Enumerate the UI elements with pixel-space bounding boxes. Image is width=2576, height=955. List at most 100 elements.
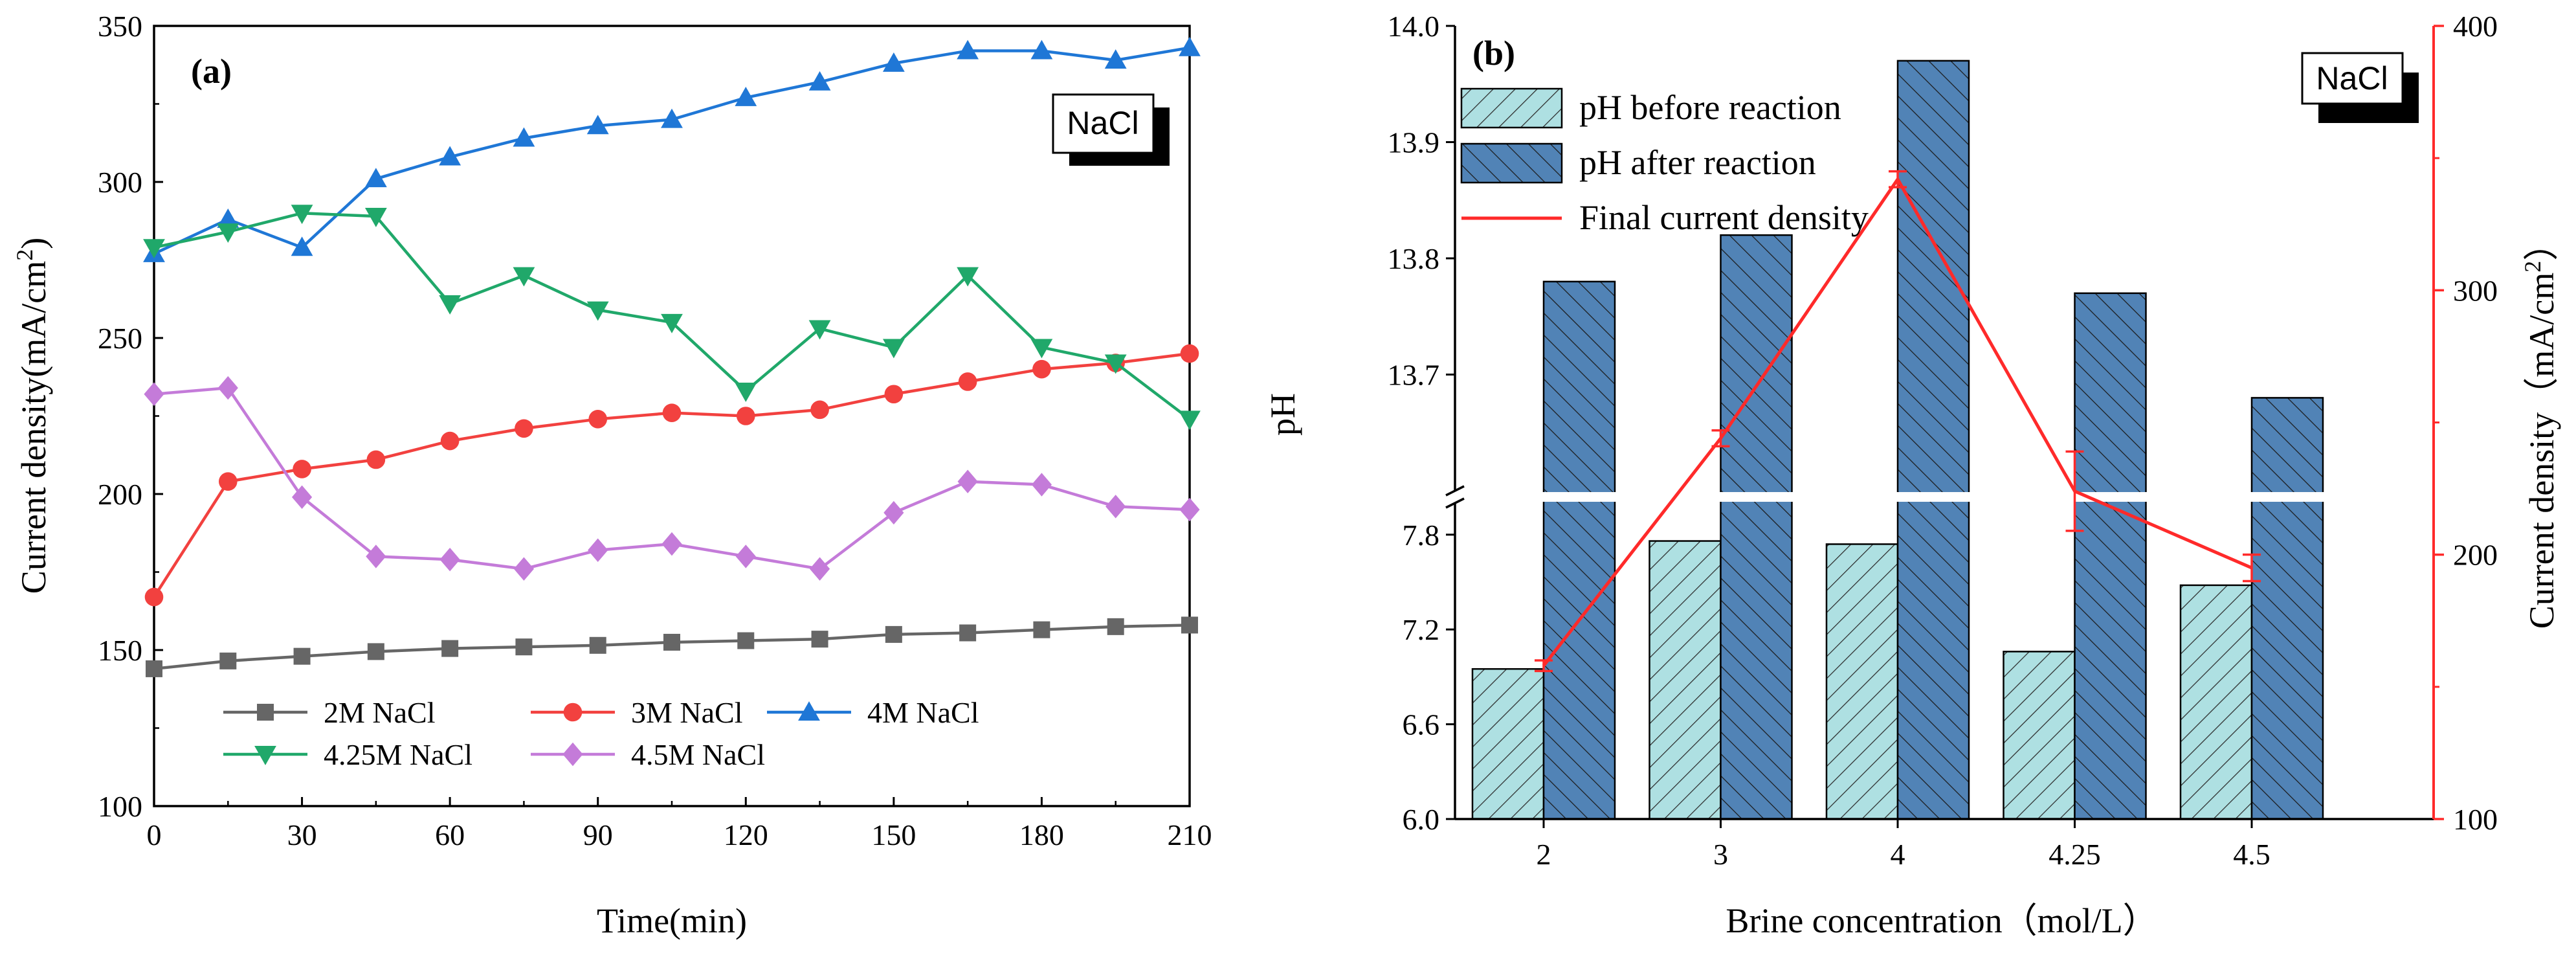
data-point-3m-nacl — [366, 450, 386, 469]
data-point-3m-nacl — [958, 372, 977, 391]
x-tick-label: 180 — [1019, 818, 1064, 851]
y-tick-label: 100 — [98, 790, 142, 823]
data-point-4-25m-nacl — [513, 267, 535, 287]
panel-a-tag: NaCl — [1052, 93, 1170, 166]
data-point-2m-nacl — [589, 636, 606, 654]
data-point-2m-nacl — [293, 647, 311, 665]
bar-ph-after-2 — [1542, 280, 1616, 820]
panel-b-tag: NaCl — [2301, 52, 2419, 123]
bar-ph-before-4.5 — [2179, 584, 2253, 820]
bar-ph-before-2 — [1471, 668, 1545, 820]
data-point-4-5m-nacl — [144, 382, 164, 406]
x-tick-label: 30 — [287, 818, 317, 851]
y-left-tick-label: 7.2 — [1403, 613, 1440, 646]
data-point-3m-nacl — [662, 403, 682, 422]
data-point-4-25m-nacl — [661, 313, 683, 333]
y-right-tick-label: 200 — [2453, 539, 2498, 572]
legend-label-4-5m-nacl: 4.5M NaCl — [631, 738, 765, 771]
data-point-4m-nacl — [291, 236, 313, 256]
legend-marker-2m-nacl — [257, 704, 274, 721]
bar-ph-after-4.25 — [2074, 292, 2147, 820]
y-tick-label: 300 — [98, 166, 142, 199]
x-tick-label: 4.5 — [2233, 838, 2271, 871]
data-point-4m-nacl — [364, 168, 387, 188]
y-left-tick-label: 6.0 — [1403, 803, 1440, 836]
panel-b-label: (b) — [1472, 34, 1515, 73]
panel-b: 2 3 4 4.25 4.5 6.0 6.6 7.2 7.8 13.7 13.8 13.9 14.0 10… — [1263, 10, 2561, 940]
data-point-4-5m-nacl — [661, 532, 682, 556]
data-point-4-5m-nacl — [439, 548, 460, 572]
data-point-3m-nacl — [440, 431, 460, 451]
x-tick-label: 0 — [147, 818, 162, 851]
legend-marker-3m-nacl — [563, 702, 583, 722]
legend-marker-4m-nacl — [798, 701, 820, 721]
panel-a-legend: 2M NaCl 3M NaCl 4M NaCl 4.25M NaCl 4.5M NaCl — [223, 696, 979, 771]
data-point-2m-nacl — [1033, 621, 1050, 638]
series-line-3m-nacl — [153, 352, 1190, 598]
y-left-tick-label: 13.9 — [1388, 126, 1440, 159]
data-point-4m-nacl — [882, 52, 905, 72]
data-point-4m-nacl — [1104, 49, 1127, 69]
bar-ph-after-4 — [1896, 60, 1970, 820]
data-point-4-25m-nacl — [808, 320, 831, 340]
data-point-4m-nacl — [1030, 39, 1053, 60]
data-point-4m-nacl — [513, 127, 535, 147]
data-point-4-25m-nacl — [1179, 410, 1201, 431]
data-point-4-5m-nacl — [291, 485, 313, 510]
x-tick-label: 4.25 — [2049, 838, 2101, 871]
panel-b-x-axis-label: Brine concentration（mol/L） — [1726, 901, 2157, 940]
data-point-3m-nacl — [1180, 344, 1199, 363]
y-tick-label: 150 — [98, 634, 142, 667]
axis-break-gap — [1442, 492, 2408, 502]
series-line-4m-nacl — [153, 46, 1190, 255]
x-tick-label: 150 — [871, 818, 916, 851]
data-point-4-5m-nacl — [1031, 473, 1052, 497]
error-bar — [2243, 553, 2261, 583]
y-left-tick-label: 14.0 — [1388, 10, 1440, 43]
data-point-2m-nacl — [885, 625, 902, 643]
y-left-tick-label: 13.7 — [1388, 359, 1440, 392]
data-point-2m-nacl — [959, 624, 977, 642]
data-point-4m-nacl — [957, 39, 979, 60]
data-point-4-5m-nacl — [957, 469, 978, 493]
data-point-3m-nacl — [884, 385, 904, 404]
data-point-4-5m-nacl — [366, 545, 386, 568]
panel-a-x-axis-label: Time(min) — [597, 901, 747, 940]
x-tick-label: 210 — [1168, 818, 1212, 851]
error-bar — [1711, 429, 1730, 447]
svg-text:NaCl: NaCl — [1067, 105, 1138, 141]
legend-label-ph-after: pH after reaction — [1579, 143, 1816, 182]
data-point-4m-nacl — [439, 146, 461, 166]
data-point-4-25m-nacl — [735, 382, 757, 402]
data-point-3m-nacl — [218, 472, 238, 491]
data-point-2m-nacl — [811, 631, 828, 648]
legend-swatch-ph-after — [1460, 142, 1563, 184]
error-bar — [1889, 170, 1907, 188]
legend-marker-4-5m-nacl — [562, 742, 583, 767]
legend-label-3m-nacl: 3M NaCl — [631, 696, 743, 729]
data-point-2m-nacl — [367, 643, 384, 660]
bar-ph-before-4.25 — [2003, 651, 2076, 820]
data-point-2m-nacl — [737, 632, 755, 649]
data-point-2m-nacl — [663, 633, 680, 651]
y-tick-label: 350 — [98, 10, 142, 43]
y-left-tick-label: 13.8 — [1388, 242, 1440, 275]
data-point-3m-nacl — [1032, 359, 1051, 379]
data-point-4-25m-nacl — [217, 223, 239, 243]
data-point-2m-nacl — [1181, 616, 1198, 634]
x-tick-label: 120 — [724, 818, 768, 851]
data-point-4m-nacl — [217, 208, 239, 228]
data-point-4-25m-nacl — [291, 205, 313, 225]
error-bar — [2065, 450, 2084, 532]
y-tick-label: 250 — [98, 322, 142, 355]
bar-ph-after-3 — [1720, 234, 1793, 820]
y-right-tick-label: 400 — [2453, 10, 2498, 43]
data-point-2m-nacl — [1107, 618, 1124, 635]
legend-label-final-current-density: Final current density — [1579, 198, 1869, 237]
data-point-3m-nacl — [144, 587, 164, 607]
data-point-4-5m-nacl — [513, 557, 535, 581]
data-point-4-5m-nacl — [1179, 497, 1200, 522]
svg-text:NaCl: NaCl — [2316, 60, 2388, 96]
data-point-4-25m-nacl — [364, 208, 387, 227]
